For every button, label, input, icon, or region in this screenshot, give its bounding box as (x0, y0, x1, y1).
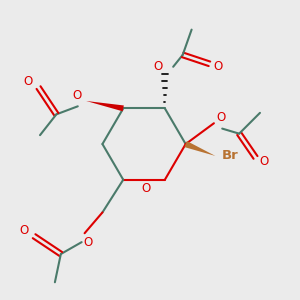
Text: O: O (73, 88, 82, 101)
Text: O: O (214, 60, 223, 73)
Text: Br: Br (222, 149, 238, 162)
Polygon shape (86, 101, 124, 111)
Text: O: O (217, 111, 226, 124)
Text: O: O (23, 75, 33, 88)
Text: O: O (19, 224, 28, 237)
Text: O: O (154, 60, 163, 73)
Text: O: O (260, 155, 269, 168)
Polygon shape (184, 141, 215, 156)
Text: O: O (141, 182, 150, 194)
Text: O: O (83, 236, 92, 249)
